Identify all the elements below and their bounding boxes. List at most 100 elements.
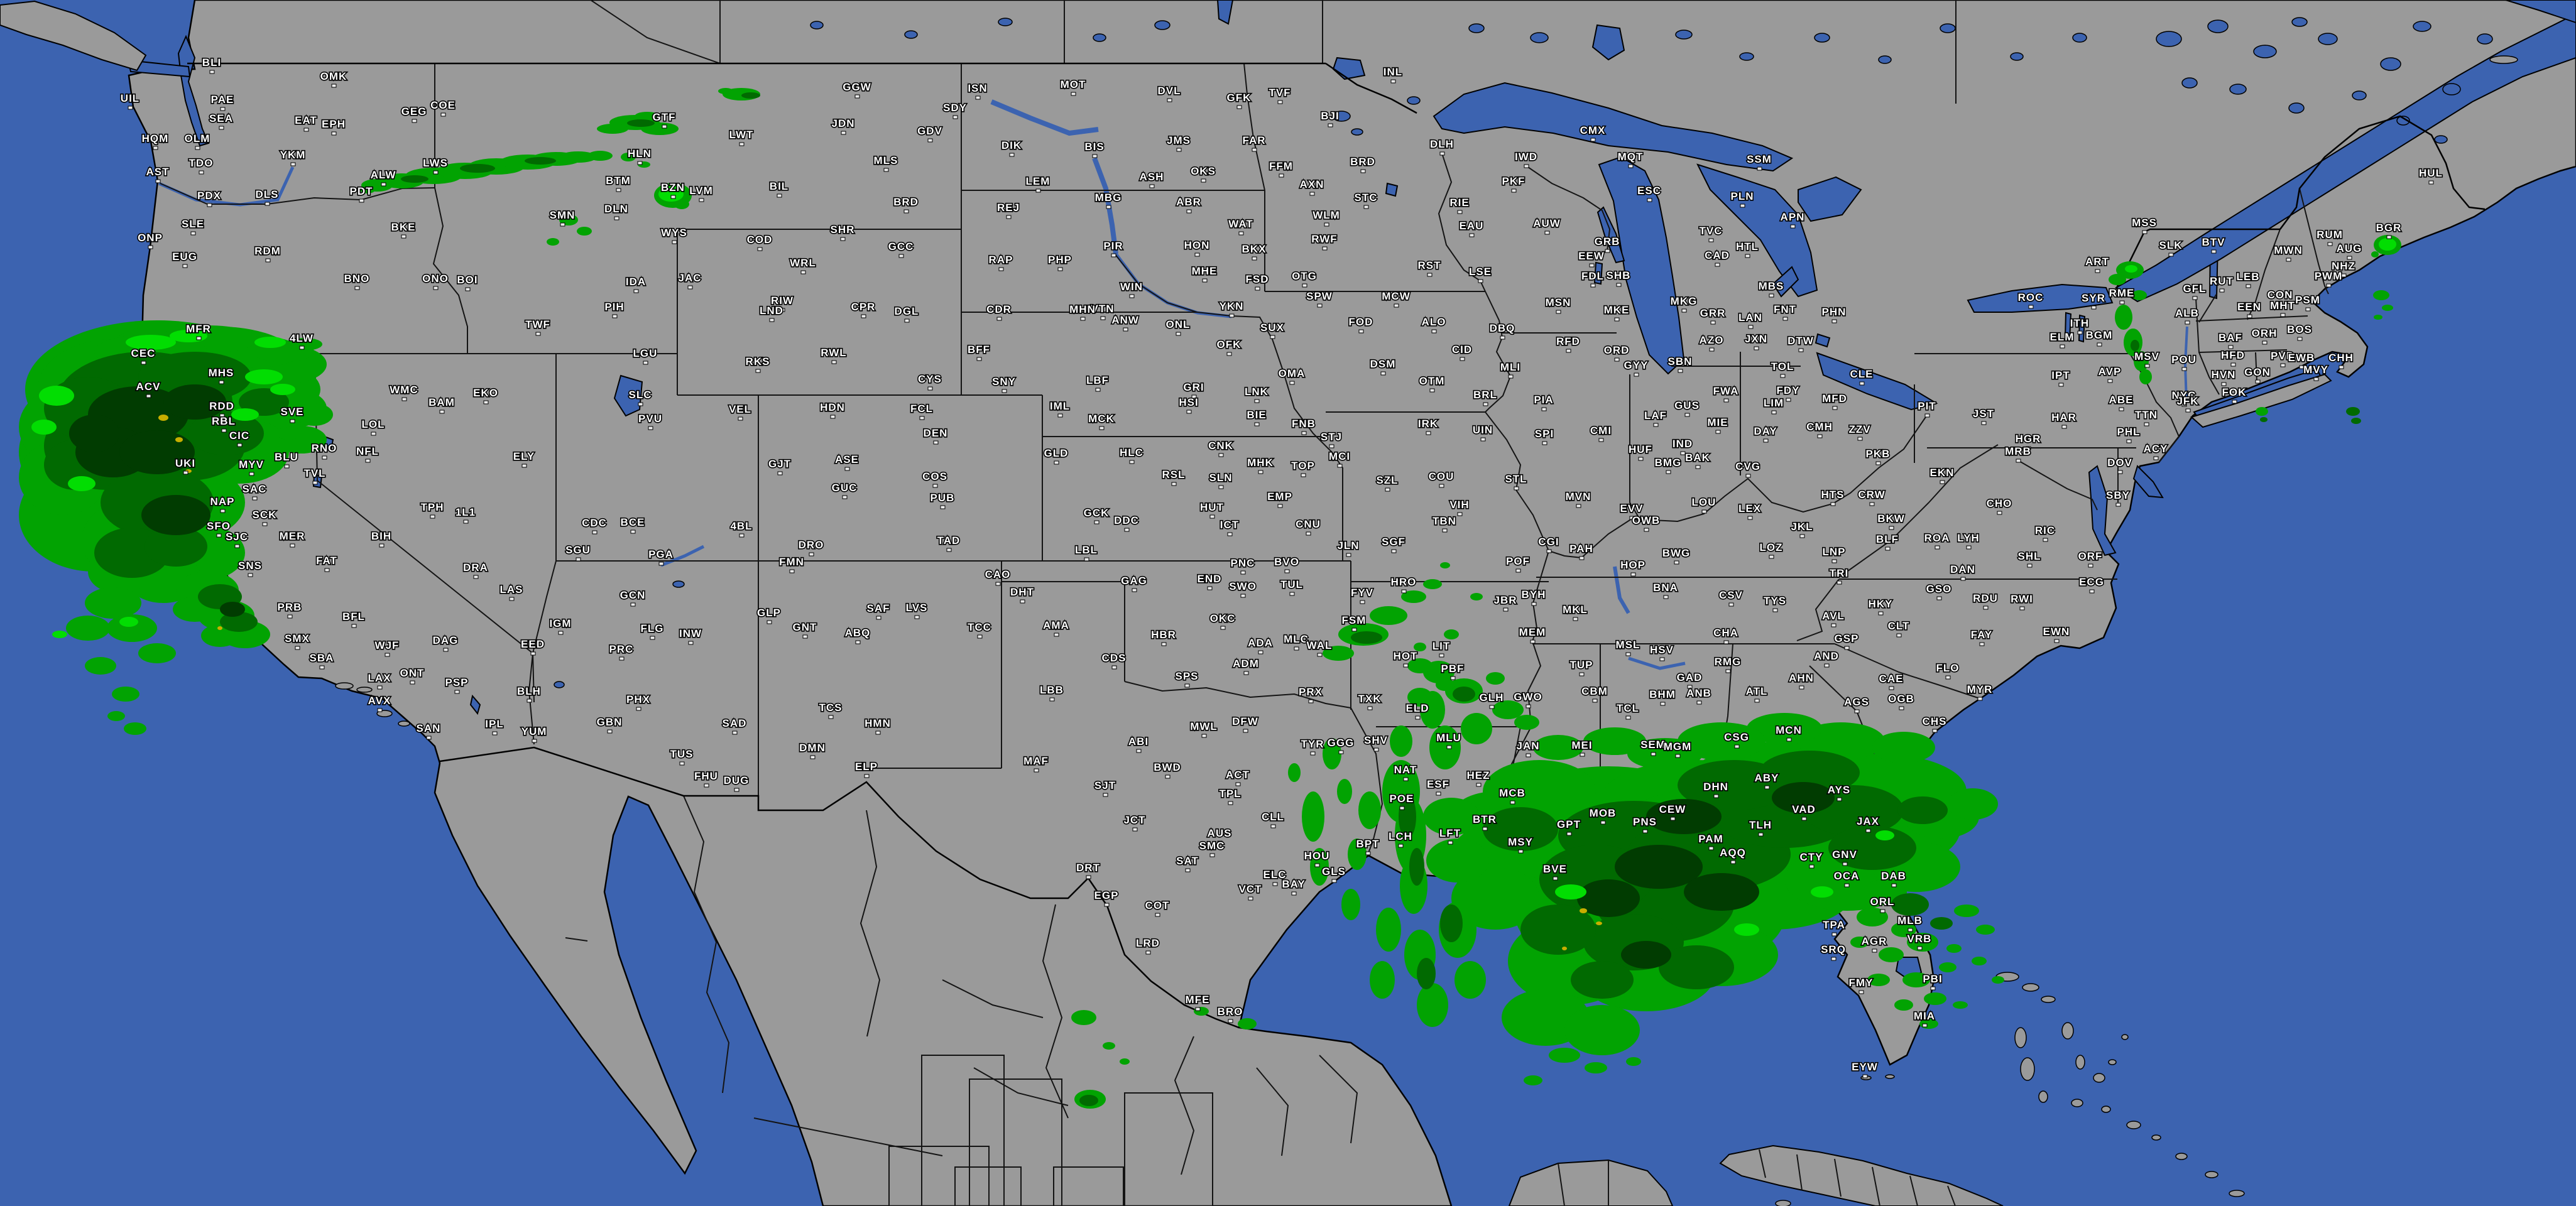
station-marker [1830,502,1836,506]
lake [2088,465,2117,557]
station: WLM [1312,208,1340,227]
station: DAG [432,633,459,652]
precip-cell-dark [1409,848,1424,886]
station-label: RMG [1715,656,1742,668]
state-border [973,1067,1069,1106]
station-label: FAY [1971,629,1993,641]
lake [2253,45,2277,58]
station: NAT [1393,763,1417,781]
station-marker [1681,308,1687,313]
station-label: WAL [1307,639,1333,651]
station-label: STJ [1321,431,1342,443]
station-label: DIK [1001,139,1022,151]
station-marker [1764,785,1770,790]
station-label: EEW [1578,250,1605,262]
station: WYS [660,225,687,244]
station: ELY [512,449,535,468]
lake [1530,32,1549,43]
lake [1591,24,1625,61]
station-label: DLS [256,188,279,200]
station-label: MCK [1088,413,1115,425]
river [2183,326,2188,403]
station-label: MKG [1671,295,1698,307]
station-marker [249,472,254,476]
station: TCL [1615,701,1640,720]
station: MSY [1507,835,1534,854]
island [2020,1057,2035,1081]
station: MKE [1603,303,1630,322]
station-marker [946,548,952,552]
lake [2352,90,2367,100]
station-marker [1590,138,1596,142]
station-marker [1891,883,1897,888]
station-label: GYY [1624,359,1649,371]
station-marker [1401,589,1407,594]
station: SUX [1259,320,1285,339]
station-marker [2278,302,2283,307]
station-marker [1301,473,1306,477]
station-marker [1149,184,1155,188]
station-label: SAN [417,722,441,734]
station: CHO [1985,496,2012,515]
station-label: ANB [1686,687,1711,699]
station-label: MOT [1061,79,1086,90]
station-marker [1240,594,1246,598]
station-label: PSM [2295,294,2320,306]
precip-cell-medium [635,112,660,121]
lake [1772,266,1799,298]
precip-cell-medium [1423,579,1442,589]
station-marker [2341,273,2347,278]
radar-coverage-box [969,1078,1062,1206]
state-border [528,653,535,745]
station-marker [1875,461,1881,465]
station-marker [1723,640,1729,644]
station: TWF [524,317,551,336]
station-label: DAY [1754,425,1777,437]
station: SJC [224,530,249,548]
station-marker [1515,568,1521,573]
station-label: MSL [1616,639,1640,651]
station-label: MEM [1519,626,1546,638]
station-label: JAX [1857,815,1879,827]
station-marker [2286,258,2291,262]
station-marker [636,707,641,711]
station-marker [1228,1019,1233,1023]
station-marker [2219,288,2225,293]
station-marker [855,640,861,644]
station-label: SPS [1175,670,1198,682]
station: BLU [273,450,299,469]
precip-cell-medium [577,227,592,236]
precip-cell-darkest [220,602,245,617]
station: LCH [1387,829,1413,848]
station-label: DBQ [1490,322,1515,334]
station-label: FOD [1349,316,1373,328]
precip-cell-medium [1850,937,1869,948]
station-marker [614,216,619,220]
station-marker [1309,192,1315,196]
station-marker [377,708,383,712]
station: LAX [367,671,391,690]
precip-cell-darkest [1684,873,1759,911]
station: GCN [619,588,646,607]
station-marker [1123,327,1128,332]
station: ABY [1754,771,1779,790]
station-marker [1579,672,1585,676]
station: HUT [1199,500,1225,519]
station-label: ONL [1166,318,1191,330]
island [2093,1073,2105,1083]
lake [1967,283,2114,313]
station-label: GCC [888,241,914,253]
station-label: OGB [1888,693,1914,705]
station: TCC [966,620,992,639]
station-marker [1106,205,1111,209]
station-marker [1684,413,1690,417]
station-label: MSN [1546,296,1571,308]
station-marker [672,240,677,244]
station-marker [1710,320,1716,325]
station: WMC [389,383,418,401]
precip-cell-medium [66,616,110,641]
station-marker [1544,231,1550,235]
station-marker [2228,345,2234,349]
station-label: 4BL [730,520,752,532]
